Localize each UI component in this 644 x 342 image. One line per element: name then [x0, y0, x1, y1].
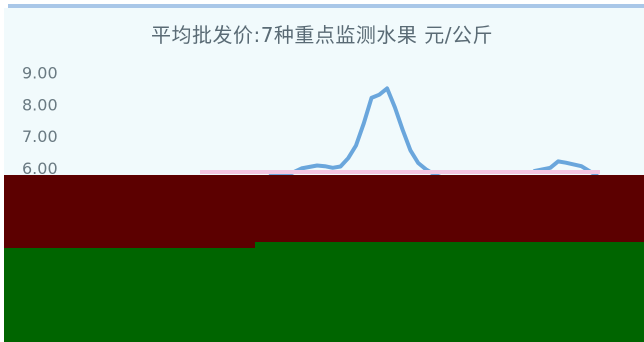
series-line	[532, 159, 599, 178]
y-tick-label: 9.00	[22, 64, 58, 83]
y-axis-ticks: 9.00 8.00 7.00 6.00	[22, 64, 58, 178]
chart-title: 平均批发价:7种重点监测水果 元/公斤	[150, 23, 494, 47]
y-tick-label: 8.00	[22, 95, 58, 114]
top-rule	[8, 4, 644, 8]
occluders	[4, 170, 644, 342]
series-line	[268, 86, 444, 180]
dark-red-block	[4, 175, 644, 248]
green-block-right	[255, 242, 644, 342]
y-tick-label: 7.00	[22, 127, 58, 146]
pink-highlight-strip	[200, 170, 600, 174]
green-block-left	[4, 248, 255, 342]
y-tick-label: 6.00	[22, 159, 58, 178]
